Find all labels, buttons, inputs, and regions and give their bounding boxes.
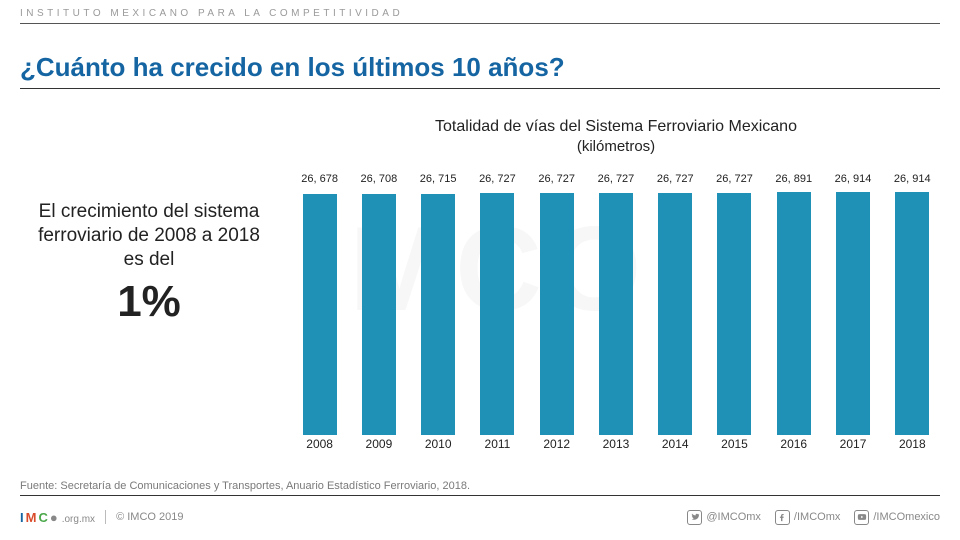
bar xyxy=(303,194,337,435)
bar-col: 26, 914 xyxy=(883,191,942,435)
bar-col: 26, 727 xyxy=(586,191,645,435)
bar-col: 26, 727 xyxy=(646,191,705,435)
header-rule xyxy=(20,23,940,24)
x-axis-label: 2012 xyxy=(527,437,586,457)
slide: INSTITUTO MEXICANO PARA LA COMPETITIVIDA… xyxy=(0,0,960,540)
chart: Totalidad de vías del Sistema Ferroviari… xyxy=(290,118,942,472)
bar-col: 26, 727 xyxy=(468,191,527,435)
footer-socials: @IMCOmx/IMCOmx/IMCOmexico xyxy=(687,510,940,525)
bar xyxy=(480,193,514,435)
x-axis-label: 2015 xyxy=(705,437,764,457)
youtube-icon xyxy=(854,510,869,525)
bar-value-label: 26, 715 xyxy=(420,173,457,185)
footer: IMC● .org.mx © IMCO 2019 @IMCOmx/IMCOmx/… xyxy=(20,504,940,530)
slide-title: ¿Cuánto ha crecido en los últimos 10 año… xyxy=(20,54,565,81)
footer-separator xyxy=(105,510,106,524)
left-summary-percent: 1% xyxy=(34,277,264,327)
bar xyxy=(658,193,692,435)
bar-col: 26, 715 xyxy=(409,191,468,435)
bar-value-label: 26, 914 xyxy=(894,173,931,185)
bar-col: 26, 678 xyxy=(290,191,349,435)
bar-value-label: 26, 727 xyxy=(598,173,635,185)
footer-rule xyxy=(20,495,940,496)
chart-plot-area: 26, 67826, 70826, 71526, 72726, 72726, 7… xyxy=(290,171,942,457)
chart-title: Totalidad de vías del Sistema Ferroviari… xyxy=(290,118,942,136)
x-axis-label: 2016 xyxy=(764,437,823,457)
bar xyxy=(895,192,929,435)
bar-col: 26, 914 xyxy=(823,191,882,435)
social-youtube[interactable]: /IMCOmexico xyxy=(854,510,940,525)
bar-col: 26, 727 xyxy=(527,191,586,435)
bars-row: 26, 67826, 70826, 71526, 72726, 72726, 7… xyxy=(290,191,942,435)
title-rule xyxy=(20,88,940,89)
bar-col: 26, 708 xyxy=(349,191,408,435)
bar-value-label: 26, 727 xyxy=(538,173,575,185)
bar xyxy=(777,192,811,435)
bar xyxy=(599,193,633,435)
bar xyxy=(421,194,455,435)
social-handle: /IMCOmx xyxy=(794,511,840,523)
social-facebook[interactable]: /IMCOmx xyxy=(775,510,840,525)
social-handle: @IMCOmx xyxy=(706,511,761,523)
facebook-icon xyxy=(775,510,790,525)
twitter-icon xyxy=(687,510,702,525)
x-axis-label: 2018 xyxy=(883,437,942,457)
x-axis-label: 2014 xyxy=(646,437,705,457)
institution-name: INSTITUTO MEXICANO PARA LA COMPETITIVIDA… xyxy=(20,8,940,19)
footer-logo: IMC● .org.mx xyxy=(20,510,95,525)
x-axis: 2008200920102011201220132014201520162017… xyxy=(290,437,942,457)
left-summary-text: El crecimiento del sistema ferroviario d… xyxy=(34,200,264,271)
left-summary: El crecimiento del sistema ferroviario d… xyxy=(34,200,264,327)
footer-copyright: © IMCO 2019 xyxy=(116,511,183,523)
source-text: Fuente: Secretaría de Comunicaciones y T… xyxy=(20,480,470,492)
bar-value-label: 26, 678 xyxy=(301,173,338,185)
bar-col: 26, 727 xyxy=(705,191,764,435)
x-axis-label: 2011 xyxy=(468,437,527,457)
x-axis-label: 2009 xyxy=(349,437,408,457)
x-axis-label: 2010 xyxy=(409,437,468,457)
social-twitter[interactable]: @IMCOmx xyxy=(687,510,761,525)
bar xyxy=(362,194,396,435)
social-handle: /IMCOmexico xyxy=(873,511,940,523)
bar-value-label: 26, 727 xyxy=(657,173,694,185)
footer-left: IMC● .org.mx © IMCO 2019 xyxy=(20,510,183,525)
bar-value-label: 26, 708 xyxy=(361,173,398,185)
bar-value-label: 26, 727 xyxy=(716,173,753,185)
bar xyxy=(836,192,870,435)
bar-value-label: 26, 914 xyxy=(835,173,872,185)
bar-value-label: 26, 727 xyxy=(479,173,516,185)
bar xyxy=(717,193,751,435)
x-axis-label: 2013 xyxy=(586,437,645,457)
chart-subtitle: (kilómetros) xyxy=(290,138,942,155)
bar-value-label: 26, 891 xyxy=(775,173,812,185)
header: INSTITUTO MEXICANO PARA LA COMPETITIVIDA… xyxy=(20,8,940,24)
bar xyxy=(540,193,574,435)
bar-col: 26, 891 xyxy=(764,191,823,435)
x-axis-label: 2008 xyxy=(290,437,349,457)
footer-url: .org.mx xyxy=(62,514,95,525)
x-axis-label: 2017 xyxy=(823,437,882,457)
